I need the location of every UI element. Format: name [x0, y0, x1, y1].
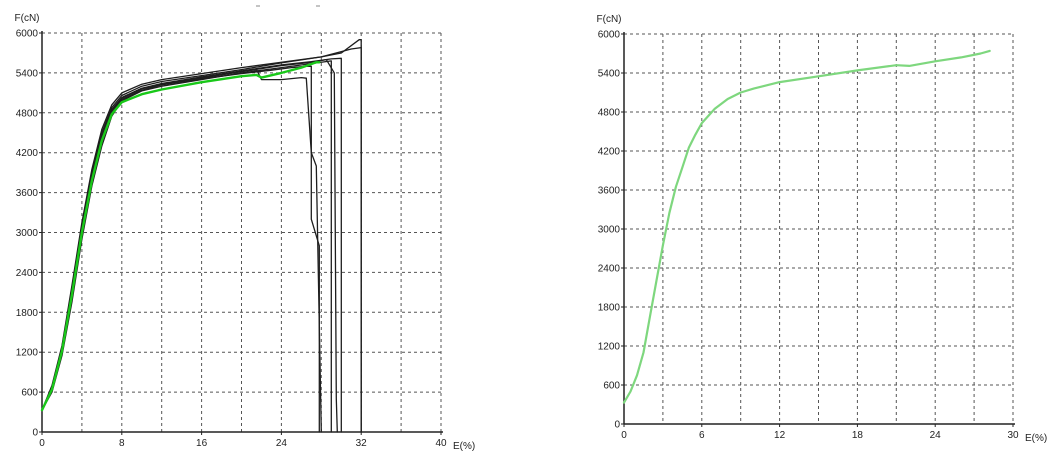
left-x-tick-label: 8 — [119, 438, 125, 449]
right-y-tick-label: 1800 — [598, 303, 621, 314]
right-y-tick-label: 1200 — [598, 342, 621, 353]
left-y-tick-label: 0 — [32, 428, 38, 439]
left-x-tick-label: 40 — [435, 438, 447, 449]
left-x-axis-label: E(%) — [453, 441, 475, 452]
left-series-line-8 — [40, 61, 321, 412]
left-y-tick-label: 4800 — [16, 108, 39, 119]
right-x-tick-label: 12 — [774, 430, 786, 441]
right-series-line-1 — [622, 49, 991, 404]
right-y-tick-label: 2400 — [598, 264, 621, 275]
right-y-tick-label: 3600 — [598, 186, 621, 197]
left-y-tick-label: 6000 — [16, 29, 39, 40]
left-y-tick-label: 1200 — [16, 348, 39, 359]
right-x-tick-label: 18 — [852, 430, 864, 441]
right-y-tick-label: 600 — [603, 381, 620, 392]
left-series-line-5 — [41, 65, 320, 433]
left-y-tick-label: 4200 — [16, 148, 39, 159]
left-chart: 0 600 1200 1800 2400 3000 3600 4200 4800 5400 6000… — [15, 13, 476, 452]
left-series-line-2 — [41, 60, 332, 433]
right-x-tick-label: 0 — [621, 430, 627, 441]
right-y-tick-label: 3000 — [598, 225, 621, 236]
right-x-tick-label: 6 — [699, 430, 705, 441]
right-y-tick-label: 5400 — [598, 69, 621, 80]
left-x-tick-label: 24 — [276, 438, 288, 449]
left-y-tick-label: 600 — [21, 388, 38, 399]
right-y-axis-label: F(cN) — [597, 14, 622, 25]
left-y-tick-label: 1800 — [16, 308, 39, 319]
right-y-tick-label: 6000 — [598, 30, 621, 41]
left-series-line-4 — [41, 39, 362, 433]
right-x-tick-label: 24 — [930, 430, 942, 441]
right-chart: 0 600 1200 1800 2400 3000 3600 4200 4800 5400 6000… — [597, 14, 1048, 444]
left-y-tick-label: 2400 — [16, 268, 39, 279]
right-x-tick-label: 30 — [1007, 430, 1019, 441]
left-x-tick-label: 0 — [39, 438, 45, 449]
left-y-tick-label: 3600 — [16, 188, 39, 199]
left-series-line-7 — [41, 58, 338, 433]
left-x-tick-label: 32 — [356, 438, 368, 449]
left-y-axis-label: F(cN) — [15, 13, 40, 24]
left-y-tick-label: 5400 — [16, 68, 39, 79]
left-x-tick-label: 16 — [196, 438, 208, 449]
right-y-tick-label: 4800 — [598, 108, 621, 119]
right-y-tick-label: 4200 — [598, 147, 621, 158]
right-x-axis-label: E(%) — [1025, 433, 1047, 444]
left-y-tick-label: 3000 — [16, 228, 39, 239]
left-series-line-6 — [41, 68, 322, 433]
right-y-tick-label: 0 — [614, 420, 620, 431]
left-series-line-1 — [41, 57, 342, 433]
